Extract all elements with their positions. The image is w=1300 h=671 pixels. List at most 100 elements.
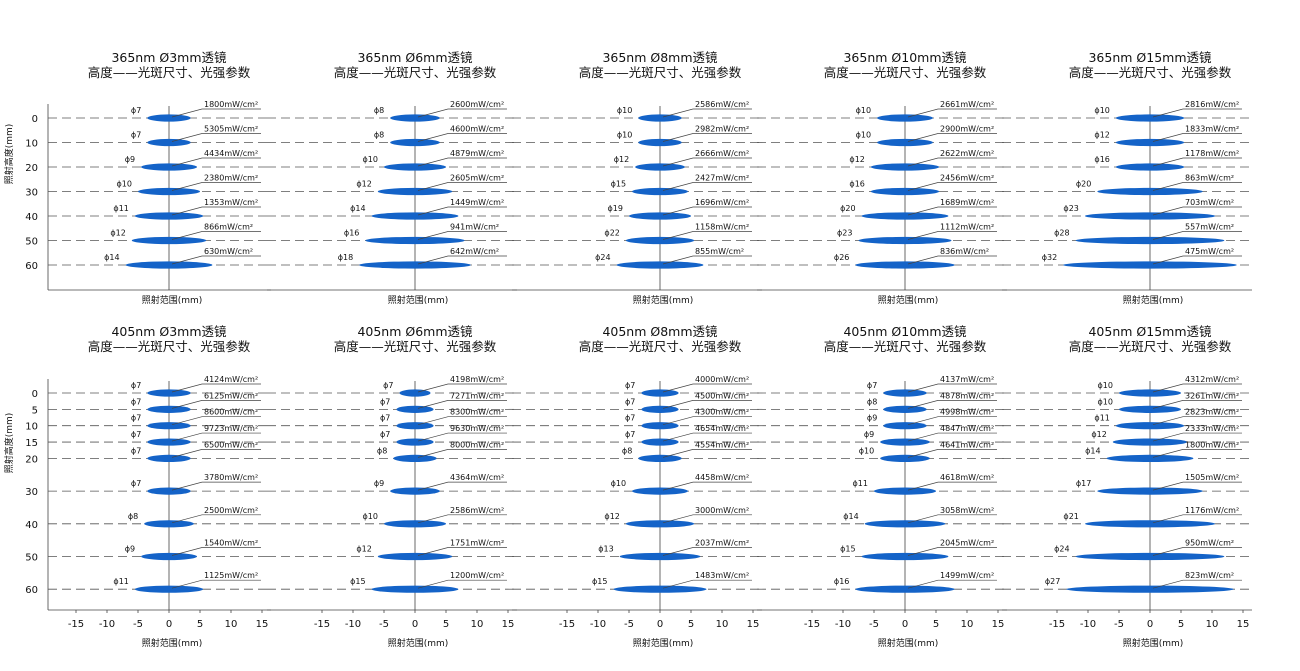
light-spot xyxy=(632,487,688,495)
intensity-leader-line xyxy=(662,579,752,589)
chart-title: 365nm Ø15mm透镜 xyxy=(1088,50,1212,65)
x-axis-label: 照射范围(mm) xyxy=(142,294,203,306)
x-tick-label: -15 xyxy=(1049,619,1065,630)
intensity-label: 1689mW/cm² xyxy=(940,198,994,207)
spot-diameter-label: ϕ18 xyxy=(338,253,353,262)
intensity-leader-line xyxy=(417,133,507,142)
intensity-leader-line xyxy=(907,400,997,409)
spot-diameter-label: ϕ23 xyxy=(837,229,852,238)
x-tick-label: 5 xyxy=(688,619,694,630)
intensity-leader-line xyxy=(662,481,752,491)
light-spot xyxy=(883,389,927,397)
spot-diameter-label: ϕ20 xyxy=(1076,180,1091,189)
intensity-label: 941mW/cm² xyxy=(450,223,499,232)
spot-diameter-label: ϕ22 xyxy=(604,229,619,238)
light-spot xyxy=(638,138,682,147)
x-tick-label: 0 xyxy=(166,619,172,630)
intensity-leader-line xyxy=(907,157,997,167)
light-spot xyxy=(629,212,691,220)
chart-title: 365nm Ø6mm透镜 xyxy=(357,50,473,65)
x-axis-label: 照射范围(mm) xyxy=(388,294,449,306)
intensity-label: 4458mW/cm² xyxy=(695,473,749,482)
spot-diameter-label: ϕ8 xyxy=(377,446,387,455)
intensity-leader-line xyxy=(417,108,507,118)
intensity-label: 2456mW/cm² xyxy=(940,174,994,183)
spot-diameter-label: ϕ7 xyxy=(380,430,390,439)
y-axis-label-365: 照射高度(mm) xyxy=(3,124,15,185)
intensity-leader-line xyxy=(417,400,507,409)
x-tick-label: 5 xyxy=(1178,619,1184,630)
light-spot xyxy=(870,187,940,196)
spot-diameter-label: ϕ13 xyxy=(598,545,613,554)
spot-diameter-label: ϕ10 xyxy=(856,131,871,140)
light-spot xyxy=(1106,454,1194,462)
intensity-leader-line xyxy=(417,547,507,556)
intensity-label: 3261mW/cm² xyxy=(1185,391,1239,400)
x-tick-label: 15 xyxy=(502,619,515,630)
light-spot xyxy=(1075,552,1225,561)
light-spot xyxy=(638,114,682,122)
intensity-label: 2605mW/cm² xyxy=(450,174,504,183)
spot-diameter-label: ϕ10 xyxy=(1098,397,1113,406)
intensity-leader-line xyxy=(662,133,752,142)
intensity-leader-line xyxy=(662,432,752,442)
x-tick-label: 5 xyxy=(197,619,203,630)
spot-diameter-label: ϕ8 xyxy=(374,131,384,140)
x-tick-label: 10 xyxy=(225,619,238,630)
light-spot xyxy=(632,187,688,196)
intensity-leader-line xyxy=(1152,157,1242,167)
intensity-label: 9630mW/cm² xyxy=(450,424,504,433)
intensity-leader-line xyxy=(417,206,507,216)
spot-diameter-label: ϕ12 xyxy=(1094,131,1109,140)
light-spot xyxy=(147,487,191,495)
light-spot xyxy=(1097,187,1203,196)
y-tick-label: 50 xyxy=(25,553,38,564)
intensity-leader-line xyxy=(907,206,997,216)
intensity-leader-line xyxy=(907,449,997,458)
light-spot xyxy=(638,454,682,462)
chart-subtitle: 高度——光斑尺寸、光强参数 xyxy=(334,65,497,80)
light-spot xyxy=(1115,138,1185,147)
intensity-leader-line xyxy=(171,416,261,426)
intensity-leader-line xyxy=(417,383,507,393)
intensity-label: 5305mW/cm² xyxy=(204,125,258,134)
spot-diameter-label: ϕ7 xyxy=(131,414,141,423)
intensity-label: 4364mW/cm² xyxy=(450,473,504,482)
light-spot xyxy=(371,585,459,593)
light-spot xyxy=(384,163,446,171)
light-spot xyxy=(625,520,695,528)
intensity-leader-line xyxy=(907,182,997,191)
light-spot xyxy=(359,261,471,269)
spot-diameter-label: ϕ10 xyxy=(856,106,871,115)
light-spot xyxy=(147,454,191,462)
intensity-label: 3000mW/cm² xyxy=(695,506,749,515)
spot-diameter-label: ϕ7 xyxy=(131,479,141,488)
intensity-label: 557mW/cm² xyxy=(1185,223,1234,232)
y-tick-label: 15 xyxy=(25,438,38,449)
spot-diameter-label: ϕ9 xyxy=(867,414,877,423)
intensity-leader-line xyxy=(662,157,752,167)
x-tick-label: 15 xyxy=(256,619,269,630)
spot-diameter-label: ϕ12 xyxy=(356,180,371,189)
light-spot xyxy=(141,163,197,171)
spot-diameter-label: ϕ15 xyxy=(611,180,626,189)
intensity-label: 8300mW/cm² xyxy=(450,408,504,417)
light-spot xyxy=(883,422,927,430)
intensity-label: 2600mW/cm² xyxy=(450,100,504,109)
spot-diameter-label: ϕ24 xyxy=(1054,545,1069,554)
light-spot xyxy=(396,438,434,446)
intensity-leader-line xyxy=(907,133,997,142)
intensity-leader-line xyxy=(171,547,261,556)
intensity-label: 4998mW/cm² xyxy=(940,408,994,417)
y-tick-label: 10 xyxy=(25,422,38,433)
intensity-leader-line xyxy=(907,383,997,393)
light-spot xyxy=(396,422,434,430)
intensity-label: 2622mW/cm² xyxy=(940,149,994,158)
intensity-label: 1176mW/cm² xyxy=(1185,506,1239,515)
chart-title: 405nm Ø10mm透镜 xyxy=(843,324,967,339)
intensity-label: 4879mW/cm² xyxy=(450,149,504,158)
